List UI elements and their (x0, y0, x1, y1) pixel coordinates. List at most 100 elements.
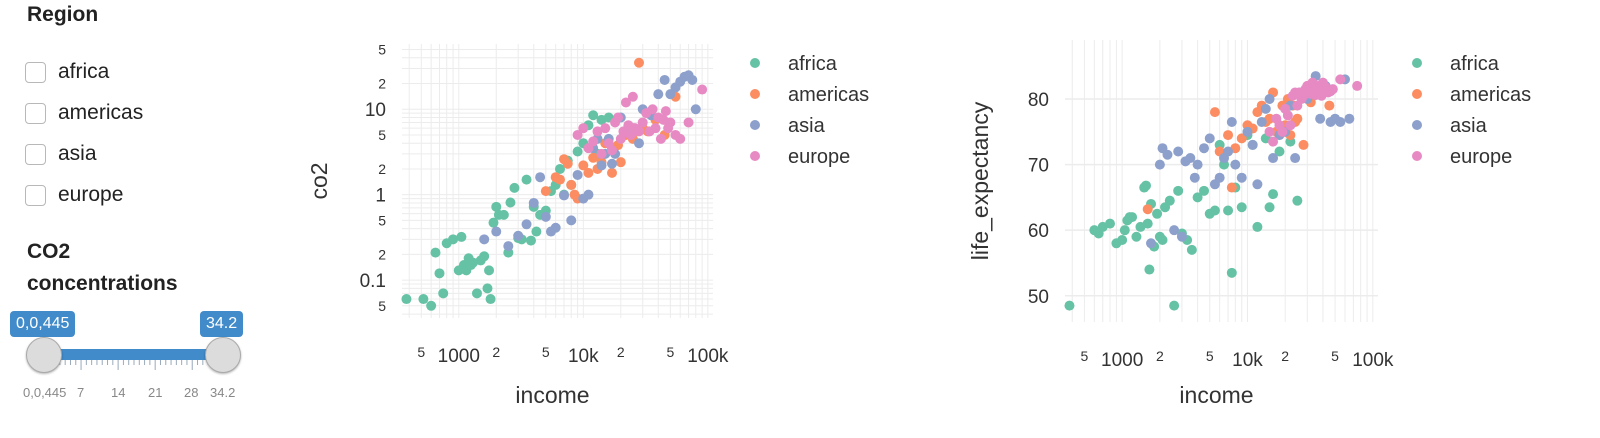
data-point[interactable] (687, 75, 697, 85)
data-point[interactable] (1268, 153, 1278, 163)
data-point[interactable] (1283, 110, 1293, 120)
data-point[interactable] (1299, 140, 1309, 150)
data-point[interactable] (1315, 114, 1325, 124)
data-point[interactable] (1199, 186, 1209, 196)
data-point[interactable] (526, 236, 536, 246)
data-point[interactable] (1173, 146, 1183, 156)
data-point[interactable] (1143, 204, 1153, 214)
legend-label[interactable]: africa (1450, 53, 1500, 75)
data-point[interactable] (522, 219, 532, 229)
data-point[interactable] (616, 157, 626, 167)
data-point[interactable] (472, 288, 482, 298)
data-point[interactable] (1144, 265, 1154, 275)
data-point[interactable] (559, 190, 569, 200)
data-point[interactable] (484, 265, 494, 275)
data-point[interactable] (573, 147, 583, 157)
data-point[interactable] (1155, 160, 1165, 170)
data-point[interactable] (541, 186, 551, 196)
data-point[interactable] (1268, 189, 1278, 199)
data-point[interactable] (1162, 150, 1172, 160)
data-point[interactable] (1064, 301, 1074, 311)
data-point[interactable] (1227, 117, 1237, 127)
data-point[interactable] (1328, 84, 1338, 94)
legend-label[interactable]: asia (788, 115, 826, 137)
data-point[interactable] (697, 85, 707, 95)
data-point[interactable] (1169, 225, 1179, 235)
data-point[interactable] (566, 180, 576, 190)
data-point[interactable] (1120, 225, 1130, 235)
data-point[interactable] (573, 170, 583, 180)
data-point[interactable] (1173, 186, 1183, 196)
data-point[interactable] (656, 134, 666, 144)
data-point[interactable] (1252, 179, 1262, 189)
data-point[interactable] (1248, 140, 1258, 150)
data-point[interactable] (1199, 143, 1209, 153)
legend-marker[interactable] (750, 58, 760, 68)
data-point[interactable] (588, 136, 598, 146)
data-point[interactable] (503, 241, 513, 251)
data-point[interactable] (634, 138, 644, 148)
legend-marker[interactable] (1412, 120, 1422, 130)
data-point[interactable] (491, 227, 501, 237)
data-point[interactable] (665, 117, 675, 127)
data-point[interactable] (555, 175, 565, 185)
data-point[interactable] (1177, 232, 1187, 242)
legend-marker[interactable] (1412, 89, 1422, 99)
data-point[interactable] (1252, 222, 1262, 232)
legend-label[interactable]: americas (1450, 84, 1531, 106)
data-point[interactable] (529, 198, 539, 208)
legend-marker[interactable] (750, 151, 760, 161)
data-point[interactable] (1290, 153, 1300, 163)
data-point[interactable] (1193, 160, 1203, 170)
legend-label[interactable]: asia (1450, 115, 1488, 137)
data-point[interactable] (486, 294, 496, 304)
data-point[interactable] (684, 117, 694, 127)
data-point[interactable] (430, 248, 440, 258)
data-point[interactable] (456, 232, 466, 242)
data-point[interactable] (634, 126, 644, 136)
data-point[interactable] (1265, 127, 1275, 137)
data-point[interactable] (607, 168, 617, 178)
legend-marker[interactable] (750, 120, 760, 130)
data-point[interactable] (535, 172, 545, 182)
data-point[interactable] (1268, 137, 1278, 147)
data-point[interactable] (513, 231, 523, 241)
data-point[interactable] (613, 113, 623, 123)
data-point[interactable] (566, 215, 576, 225)
data-point[interactable] (1158, 235, 1168, 245)
data-point[interactable] (563, 159, 573, 169)
data-point[interactable] (1237, 202, 1247, 212)
data-point[interactable] (1265, 94, 1275, 104)
data-point[interactable] (1215, 173, 1225, 183)
data-point[interactable] (653, 89, 663, 99)
data-point[interactable] (675, 134, 685, 144)
data-point[interactable] (1210, 107, 1220, 117)
data-point[interactable] (1190, 173, 1200, 183)
data-point[interactable] (541, 212, 551, 222)
data-point[interactable] (1146, 238, 1156, 248)
data-point[interactable] (607, 159, 617, 169)
data-point[interactable] (651, 123, 661, 133)
data-point[interactable] (661, 106, 671, 116)
data-point[interactable] (1127, 212, 1137, 222)
data-point[interactable] (1169, 301, 1179, 311)
data-point[interactable] (482, 283, 492, 293)
data-point[interactable] (634, 58, 644, 68)
data-point[interactable] (1141, 181, 1151, 191)
data-point[interactable] (691, 104, 701, 114)
data-point[interactable] (426, 301, 436, 311)
data-point[interactable] (1257, 117, 1267, 127)
data-point[interactable] (1324, 101, 1334, 111)
data-point[interactable] (583, 190, 593, 200)
data-point[interactable] (1261, 104, 1271, 114)
data-point[interactable] (648, 104, 658, 114)
data-point[interactable] (1285, 120, 1295, 130)
data-point[interactable] (1165, 196, 1175, 206)
data-point[interactable] (578, 123, 588, 133)
legend-marker[interactable] (1412, 151, 1422, 161)
data-point[interactable] (1242, 127, 1252, 137)
data-point[interactable] (401, 294, 411, 304)
data-point[interactable] (638, 117, 648, 127)
data-point[interactable] (1143, 219, 1153, 229)
data-point[interactable] (628, 92, 638, 102)
